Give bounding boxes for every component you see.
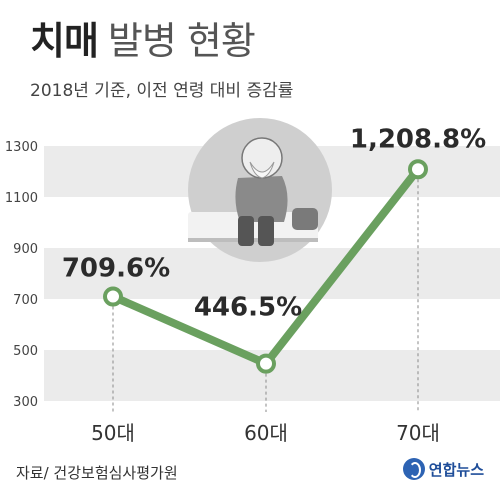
drop-lines xyxy=(112,179,419,412)
data-label: 709.6% xyxy=(62,254,170,284)
x-tick-label: 60대 xyxy=(244,421,288,445)
grid-bands xyxy=(44,146,500,401)
y-axis-ticks: 300 500 700 900 1100 1300 xyxy=(5,140,38,410)
x-axis-labels: 50대 60대 70대 xyxy=(91,421,440,445)
data-point xyxy=(256,353,276,374)
bag-icon xyxy=(292,208,318,230)
title-bold: 치매 xyxy=(30,19,99,63)
y-tick-label: 1300 xyxy=(5,140,38,155)
person-leg xyxy=(238,216,254,246)
yonhap-logo: 연합뉴스 xyxy=(402,458,484,480)
source-note: 자료/ 건강보험심사평가원 xyxy=(16,464,178,482)
data-label: 1,208.8% xyxy=(350,124,486,154)
x-tick-label: 50대 xyxy=(91,421,135,445)
y-tick-label: 500 xyxy=(13,344,38,359)
y-tick-label: 300 xyxy=(13,395,38,410)
title-light: 발병 현황 xyxy=(107,19,256,63)
logo-text: 연합뉴스 xyxy=(428,460,484,479)
x-tick-label: 70대 xyxy=(396,421,440,445)
y-tick-label: 700 xyxy=(13,293,38,308)
y-tick-label: 900 xyxy=(13,242,38,257)
data-labels: 709.6% 446.5% 1,208.8% xyxy=(62,124,486,322)
data-points xyxy=(103,159,428,374)
person-body xyxy=(235,176,288,222)
person-leg xyxy=(258,216,274,246)
data-point xyxy=(103,286,123,307)
chart-subtitle: 2018년 기준, 이전 연령 대비 증감률 xyxy=(30,81,294,101)
elderly-person-illustration xyxy=(188,118,332,262)
yonhap-logo-icon xyxy=(402,458,425,480)
data-label: 446.5% xyxy=(194,293,302,323)
page-title: 치매 발병 현황 xyxy=(30,10,256,65)
y-tick-label: 1100 xyxy=(5,191,38,206)
person-beard xyxy=(249,161,275,179)
data-point xyxy=(408,159,428,180)
